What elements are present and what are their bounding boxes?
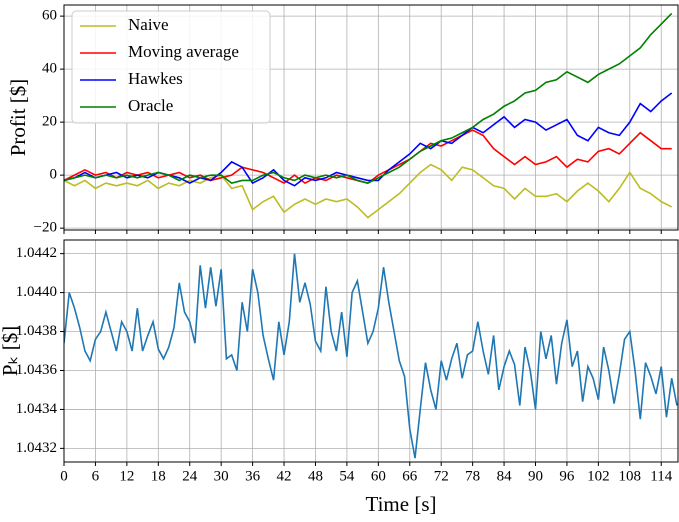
legend-box bbox=[71, 10, 271, 124]
y-tick-label: 1.0436 bbox=[16, 362, 58, 378]
x-tick-label: 6 bbox=[92, 468, 100, 484]
y-axis-label: Pₖ [$] bbox=[0, 326, 22, 376]
x-tick-label: 60 bbox=[371, 468, 386, 484]
legend-label: Hawkes bbox=[128, 69, 183, 88]
x-tick-label: 54 bbox=[339, 468, 355, 484]
y-tick-label: 1.0432 bbox=[16, 440, 57, 456]
x-tick-label: 48 bbox=[308, 468, 323, 484]
series-line bbox=[64, 253, 678, 459]
legend-label: Moving average bbox=[128, 42, 239, 61]
x-tick-label: 108 bbox=[619, 468, 642, 484]
x-tick-label: 36 bbox=[245, 468, 261, 484]
legend-label: Naive bbox=[128, 15, 169, 34]
y-tick-label: 1.0434 bbox=[16, 401, 58, 417]
axes-frame bbox=[63, 239, 679, 463]
y-tick-label: 0 bbox=[50, 167, 58, 183]
x-axis-label: Time [s] bbox=[366, 492, 437, 516]
x-tick-label: 30 bbox=[214, 468, 229, 484]
x-tick-label: 24 bbox=[182, 468, 198, 484]
y-tick-label: 40 bbox=[42, 61, 57, 77]
y-tick-label: −20 bbox=[34, 220, 57, 236]
y-axis-label: Profit [$] bbox=[6, 79, 30, 157]
legend-label: Oracle bbox=[128, 96, 173, 115]
y-tick-label: 1.0438 bbox=[16, 323, 57, 339]
x-tick-label: 84 bbox=[497, 468, 513, 484]
y-tick-label: 60 bbox=[42, 8, 57, 24]
x-tick-label: 90 bbox=[528, 468, 543, 484]
x-tick-label: 96 bbox=[559, 468, 575, 484]
axes-frame bbox=[63, 4, 679, 231]
x-tick-label: 18 bbox=[151, 468, 166, 484]
x-tick-label: 66 bbox=[402, 468, 418, 484]
series-line bbox=[64, 12, 673, 184]
y-tick-label: 1.0440 bbox=[16, 284, 57, 300]
x-tick-label: 12 bbox=[119, 468, 134, 484]
y-tick-label: 20 bbox=[42, 114, 57, 130]
series-line bbox=[64, 163, 673, 219]
x-tick-label: 42 bbox=[277, 468, 292, 484]
x-tick-label: 102 bbox=[587, 468, 610, 484]
x-tick-label: 78 bbox=[465, 468, 480, 484]
x-tick-label: 72 bbox=[434, 468, 449, 484]
x-tick-label: 114 bbox=[650, 468, 672, 484]
y-tick-label: 1.0442 bbox=[16, 245, 57, 261]
x-tick-label: 0 bbox=[60, 468, 68, 484]
